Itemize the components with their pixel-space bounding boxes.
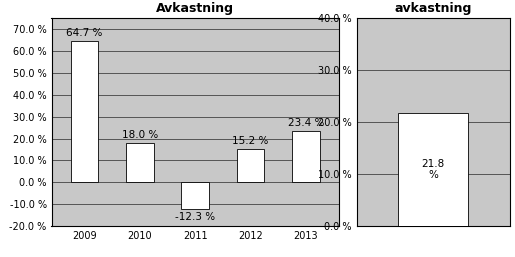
Text: 23.4 %: 23.4 % <box>287 118 324 128</box>
Text: 64.7 %: 64.7 % <box>66 28 103 38</box>
Bar <box>398 113 468 226</box>
Bar <box>181 182 209 209</box>
Text: -12.3 %: -12.3 % <box>175 212 215 222</box>
Bar <box>292 131 320 182</box>
Text: 15.2 %: 15.2 % <box>232 136 269 146</box>
Bar <box>71 41 98 182</box>
Title: Gjennomsnittligårlig
avkastning: Gjennomsnittligårlig avkastning <box>362 0 505 15</box>
Text: 18.0 %: 18.0 % <box>122 130 158 140</box>
Bar <box>126 143 154 182</box>
Bar <box>237 149 264 182</box>
Text: 21.8
%: 21.8 % <box>422 159 445 180</box>
Title: Avkastning: Avkastning <box>156 2 234 15</box>
